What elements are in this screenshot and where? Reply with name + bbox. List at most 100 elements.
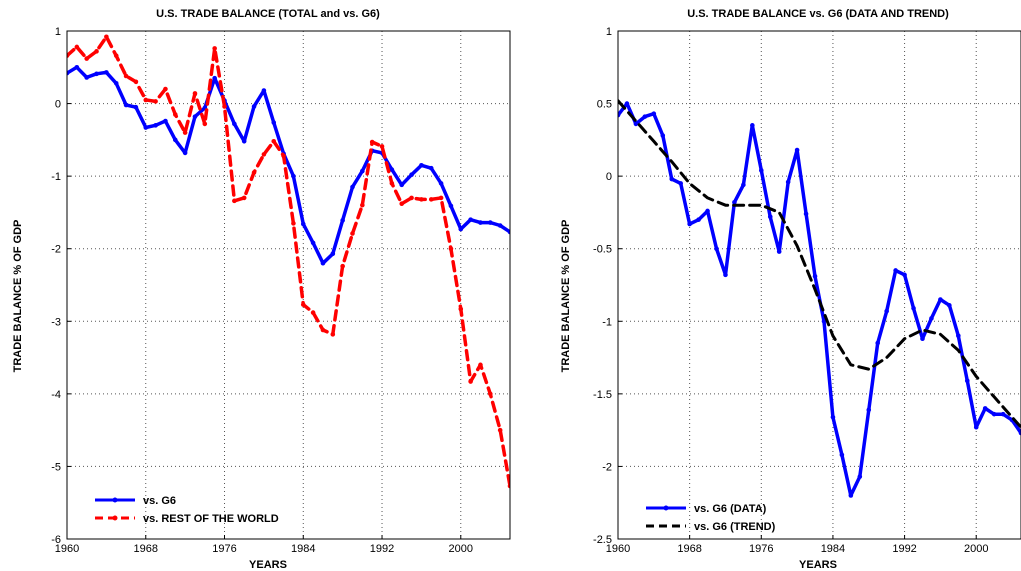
data-point [172, 112, 178, 117]
y-tick-label: -3 [51, 316, 61, 328]
data-point [84, 56, 89, 61]
data-point [153, 99, 158, 104]
data-point [182, 150, 188, 156]
data-point [458, 306, 464, 312]
data-point [902, 272, 907, 278]
data-point [428, 165, 434, 171]
data-point [350, 231, 355, 236]
data-point [785, 179, 791, 185]
series-line-1 [618, 99, 1021, 429]
data-point [172, 137, 178, 143]
data-point [982, 406, 988, 411]
y-axis-label: TRADE BALANCE % OF GDP [560, 220, 572, 373]
data-point [732, 199, 737, 205]
data-point [478, 362, 483, 368]
data-point [369, 139, 375, 145]
data-point [678, 181, 683, 186]
plot-area [618, 99, 1021, 498]
data-point [438, 195, 444, 201]
data-point [893, 268, 898, 273]
data-point [714, 246, 719, 252]
data-point [291, 173, 296, 179]
data-point [232, 198, 237, 204]
data-point [133, 79, 139, 85]
data-point [947, 303, 952, 308]
data-point [642, 114, 648, 119]
data-point [300, 302, 306, 307]
data-point [310, 310, 316, 315]
data-point [884, 308, 889, 314]
data-point [468, 217, 473, 222]
y-tick-label: 1 [606, 26, 612, 38]
x-tick-label: 1984 [291, 543, 315, 555]
data-point [488, 220, 493, 225]
data-point [821, 318, 827, 324]
data-point [271, 120, 277, 125]
series-line-0 [618, 101, 1021, 498]
data-point [438, 181, 444, 186]
data-point [776, 249, 782, 254]
legend-label: vs. G6 (DATA) [694, 503, 767, 515]
data-point [163, 118, 168, 124]
legend-label: vs. G6 [143, 495, 176, 507]
legend-marker [112, 515, 118, 521]
data-point [389, 181, 395, 186]
y-tick-label: -0.5 [593, 244, 612, 256]
y-tick-label: -2 [51, 244, 61, 256]
y-tick-label: -5 [51, 461, 61, 473]
legend: vs. G6 (DATA) vs. G6 (TREND) [646, 503, 776, 533]
data-point [182, 130, 188, 135]
x-tick-label: 2000 [964, 543, 988, 555]
data-point [222, 104, 227, 109]
x-axis-label: YEARS [249, 559, 287, 571]
data-point [281, 153, 286, 159]
data-point [232, 121, 237, 127]
data-point [123, 73, 129, 79]
data-point [241, 139, 247, 144]
y-axis-label: TRADE BALANCE % OF GDP [12, 220, 24, 373]
data-point [839, 452, 845, 458]
data-point [350, 184, 355, 190]
data-point [94, 49, 99, 54]
legend-marker [663, 505, 669, 511]
data-point [320, 327, 326, 333]
data-point [192, 114, 198, 119]
data-point [687, 221, 692, 227]
data-point [938, 297, 943, 302]
data-point [848, 493, 854, 498]
series-line-0 [67, 65, 510, 265]
data-point [497, 223, 503, 228]
data-point [409, 172, 414, 177]
data-point [488, 391, 493, 397]
data-point [360, 202, 365, 208]
data-point [875, 340, 881, 346]
chart-panel-right: U.S. TRADE BALANCE vs. G6 (DATA AND TREN… [560, 8, 1021, 571]
y-tick-label: 0 [606, 171, 612, 183]
data-point [330, 332, 336, 337]
y-tick-label: -6 [51, 534, 61, 546]
plot-frame [617, 30, 1021, 540]
y-tick-label: -4 [51, 389, 61, 401]
data-point [624, 101, 630, 106]
x-tick-label: 1960 [55, 543, 79, 555]
data-point [830, 414, 836, 420]
data-point [929, 316, 934, 321]
data-point [750, 123, 755, 128]
data-point [360, 168, 365, 174]
x-tick-label: 1968 [677, 543, 701, 555]
chart-panel-left: U.S. TRADE BALANCE (TOTAL and vs. G6) YE… [12, 8, 511, 571]
data-point [251, 104, 257, 109]
data-point [340, 263, 345, 269]
x-tick-label: 1992 [370, 543, 394, 555]
data-point [67, 70, 70, 76]
data-point [478, 220, 483, 225]
data-point [123, 102, 129, 108]
data-point [669, 176, 675, 182]
y-tick-label: -2 [602, 461, 612, 473]
data-point [74, 64, 80, 70]
data-point [920, 336, 925, 342]
series-line-1 [67, 35, 510, 488]
y-tick-label: -1 [602, 316, 612, 328]
chart-title: U.S. TRADE BALANCE vs. G6 (DATA AND TREN… [687, 8, 949, 20]
data-point [857, 474, 863, 479]
